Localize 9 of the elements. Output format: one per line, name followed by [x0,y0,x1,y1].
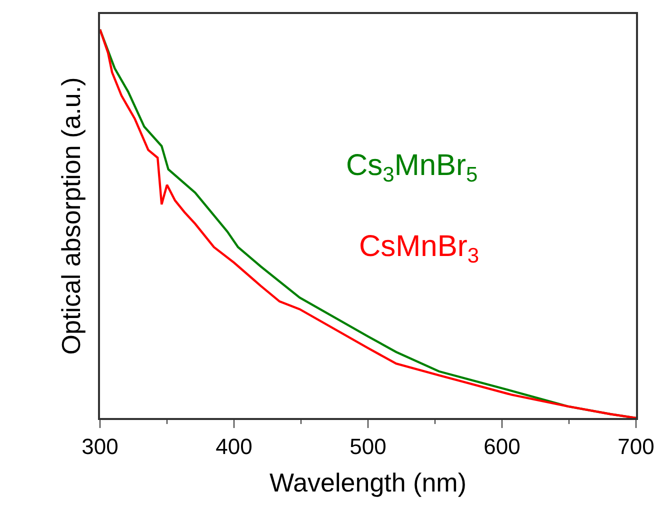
x-tick-label: 400 [216,434,252,460]
x-tick-label: 300 [82,434,118,460]
x-tick-label: 600 [484,434,520,460]
y-axis-title: Optical absorption (a.u.) [56,77,86,355]
text: CsMnBr$_{3}$ [359,230,480,268]
text: Cs$_{3}$MnBr$_{5}$ [346,149,478,186]
x-tick-label: 500 [350,434,386,460]
x-tick-label: 700 [618,434,654,460]
x-axis-title: Wavelength (nm) [270,467,466,498]
